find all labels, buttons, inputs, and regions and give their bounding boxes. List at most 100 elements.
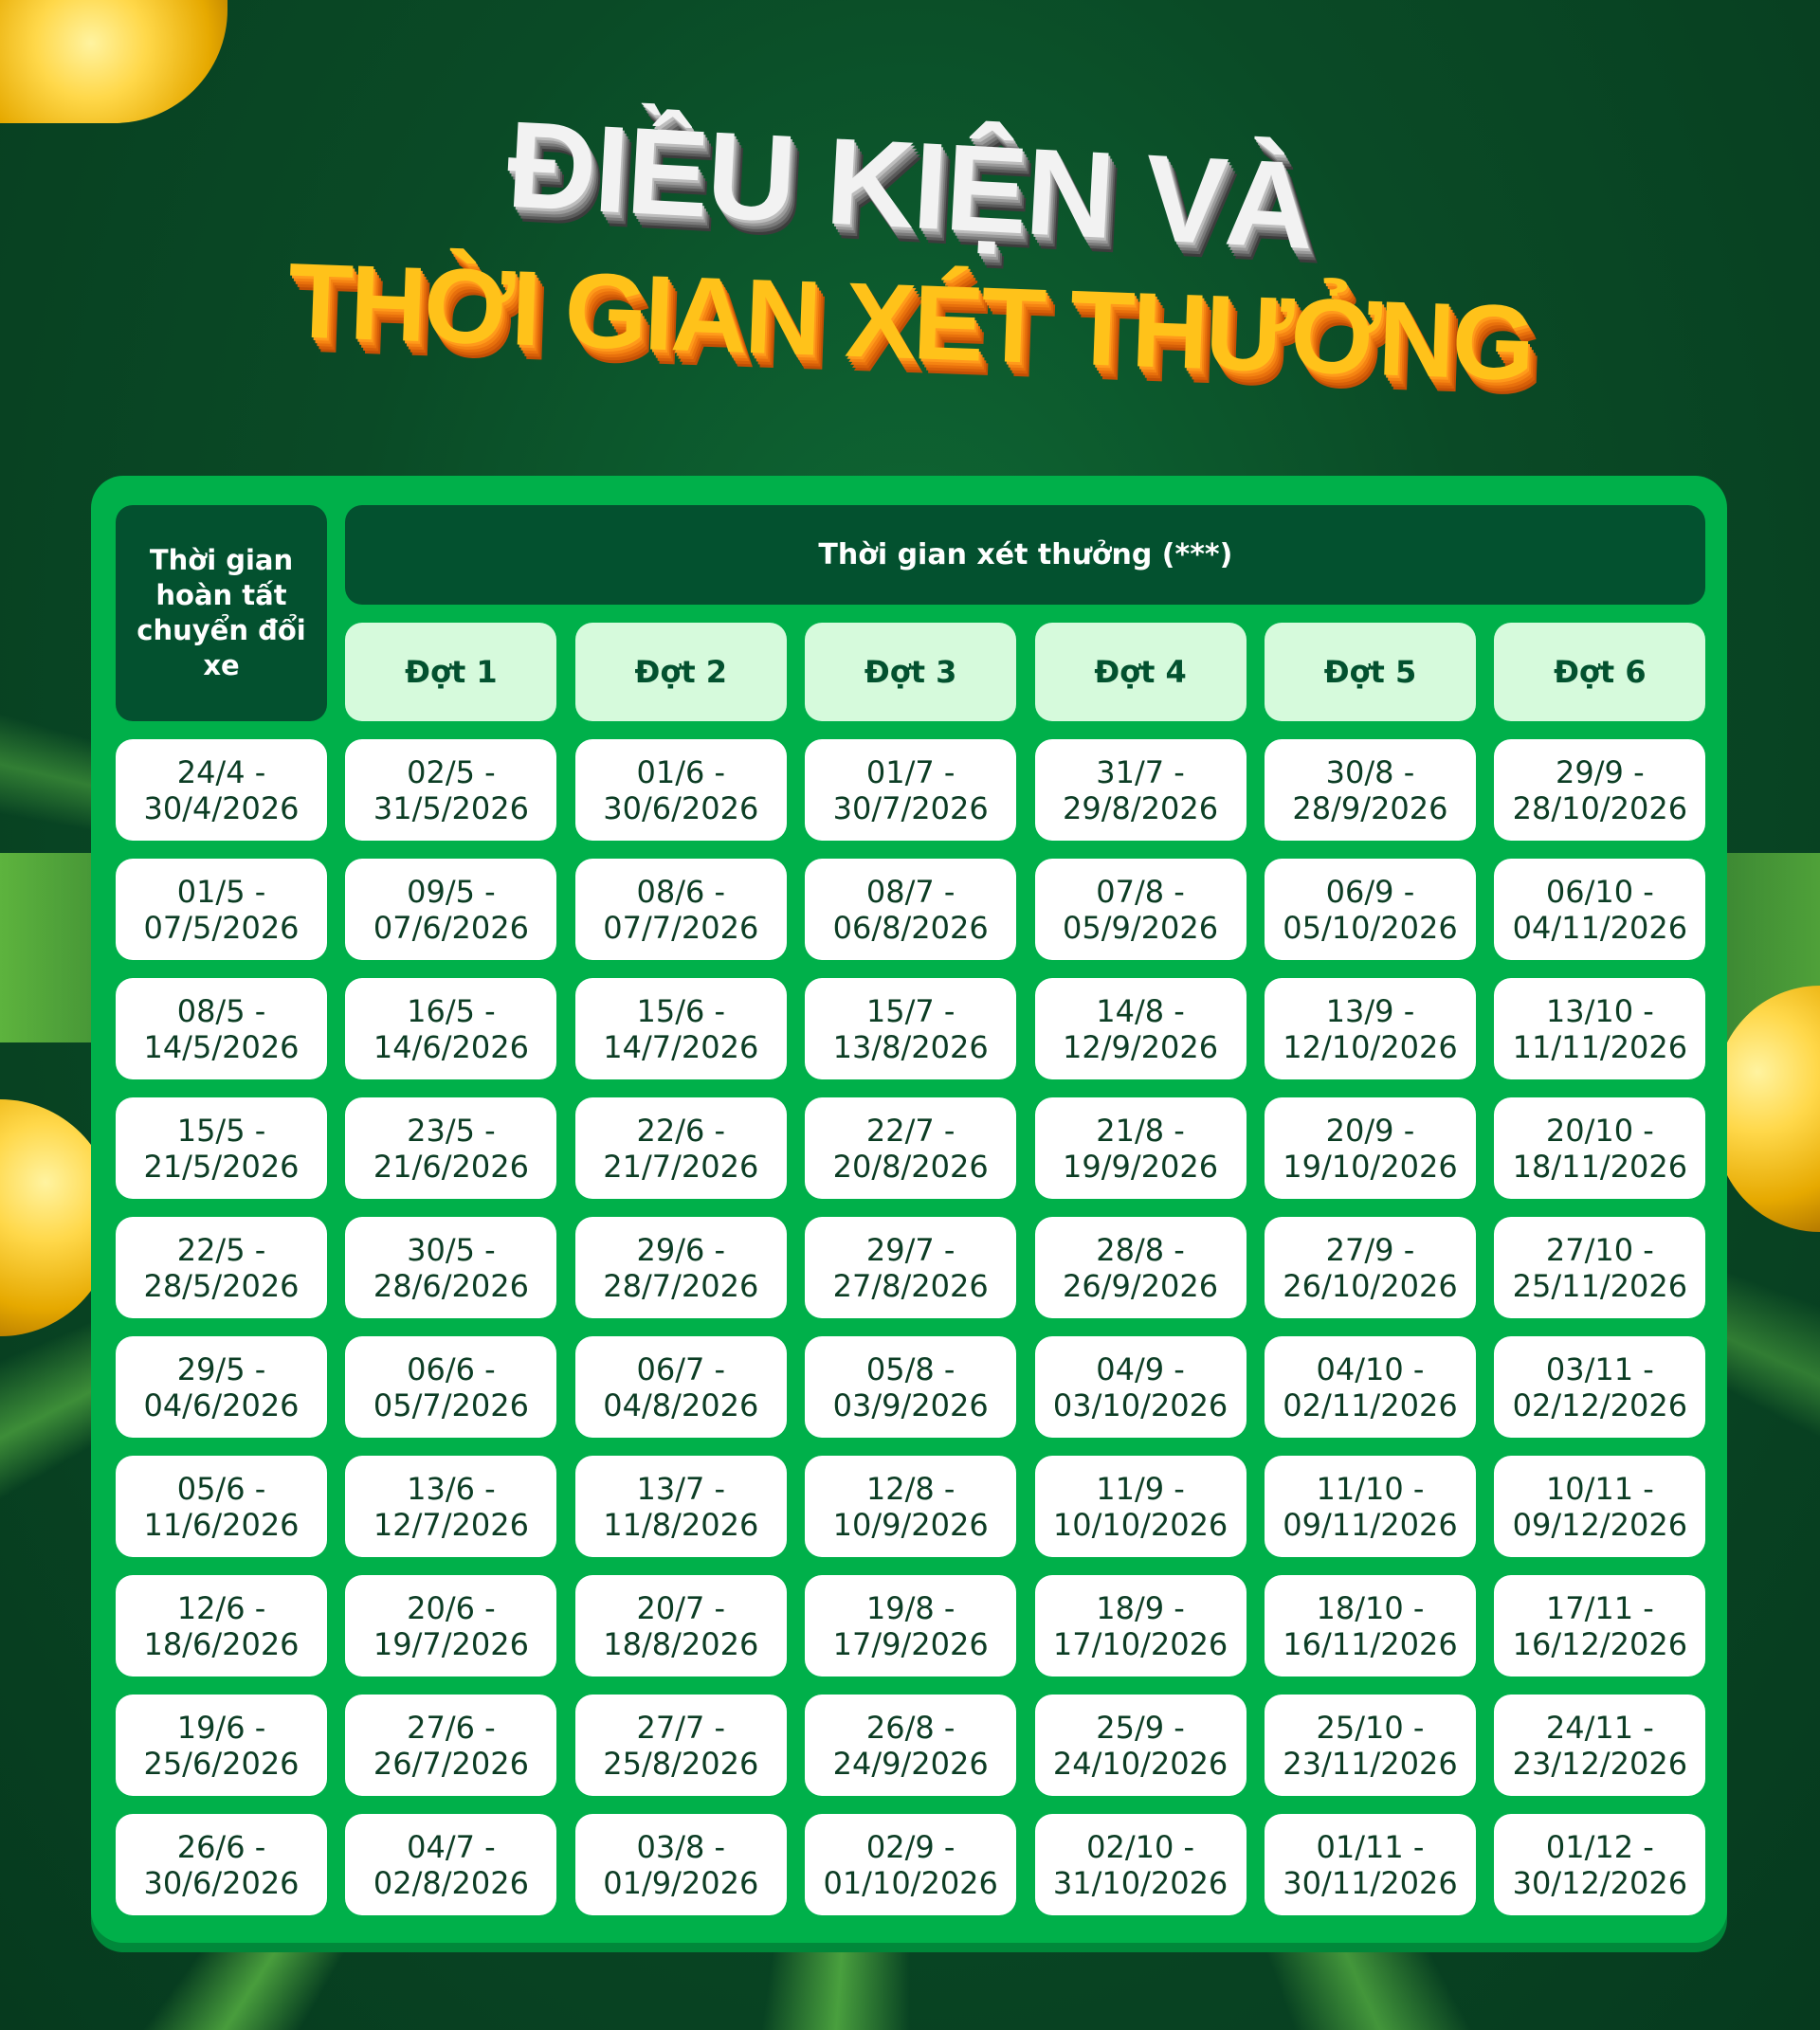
date-start: 19/6 - xyxy=(176,1709,266,1746)
date-end: 28/10/2026 xyxy=(1512,789,1688,826)
date-end: 19/9/2026 xyxy=(1063,1148,1219,1185)
review-period-cell: 11/9 -|10/10/2026 xyxy=(1034,1456,1247,1557)
date-end: 21/7/2026 xyxy=(603,1148,759,1185)
review-period-cell: 03/11 -|02/12/2026 xyxy=(1494,1336,1706,1438)
date-start: 02/9 - xyxy=(865,1828,956,1865)
date-start: 24/4 - xyxy=(176,753,266,790)
review-period-cell: 18/9 -|17/10/2026 xyxy=(1034,1575,1247,1677)
date-start: 22/6 - xyxy=(636,1112,726,1149)
date-start: 17/11 - xyxy=(1545,1589,1654,1626)
date-start: 05/8 - xyxy=(865,1350,956,1387)
date-start: 06/6 - xyxy=(407,1350,496,1387)
date-end: 12/10/2026 xyxy=(1283,1028,1458,1065)
review-period-cell: 06/7 -|04/8/2026 xyxy=(574,1336,787,1438)
date-start: 29/9 - xyxy=(1556,753,1645,790)
review-period-cell: 29/7 -|27/8/2026 xyxy=(805,1217,1017,1318)
date-end: 14/5/2026 xyxy=(143,1028,300,1065)
date-end: 06/8/2026 xyxy=(832,909,989,946)
date-end: 29/8/2026 xyxy=(1063,789,1219,826)
date-start: 30/8 - xyxy=(1325,753,1415,790)
date-end: 10/10/2026 xyxy=(1052,1506,1228,1543)
review-period-cell: 06/9 -|05/10/2026 xyxy=(1264,859,1476,960)
date-start: 11/9 - xyxy=(1096,1470,1185,1507)
date-end: 10/9/2026 xyxy=(832,1506,989,1543)
date-end: 19/7/2026 xyxy=(373,1625,529,1662)
review-period-cell: 01/6 -|30/6/2026 xyxy=(574,739,787,841)
review-period-cell: 13/10 -|11/11/2026 xyxy=(1494,978,1706,1079)
date-start: 27/7 - xyxy=(636,1709,726,1746)
completion-period-cell: 05/6 -|11/6/2026 xyxy=(116,1456,327,1557)
review-period-cell: 22/7 -|20/8/2026 xyxy=(805,1097,1017,1199)
date-end: 05/10/2026 xyxy=(1283,909,1458,946)
date-end: 30/4/2026 xyxy=(143,789,300,826)
review-period-cell: 26/8 -|24/9/2026 xyxy=(805,1695,1017,1796)
review-period-cell: 27/10 -|25/11/2026 xyxy=(1494,1217,1706,1318)
review-period-cell: 08/6 -|07/7/2026 xyxy=(574,859,787,960)
date-end: 02/8/2026 xyxy=(373,1864,529,1901)
date-end: 25/8/2026 xyxy=(603,1745,759,1782)
date-end: 24/10/2026 xyxy=(1052,1745,1228,1782)
date-end: 25/6/2026 xyxy=(143,1745,300,1782)
review-period-cell: 10/11 -|09/12/2026 xyxy=(1494,1456,1706,1557)
review-period-cell: 30/8 -|28/9/2026 xyxy=(1264,739,1476,841)
review-period-cell: 06/10 -|04/11/2026 xyxy=(1494,859,1706,960)
review-period-cell: 29/9 -|28/10/2026 xyxy=(1494,739,1706,841)
date-start: 20/9 - xyxy=(1325,1112,1415,1149)
completion-period-cell: 08/5 -|14/5/2026 xyxy=(116,978,327,1079)
date-end: 17/9/2026 xyxy=(832,1625,989,1662)
date-end: 02/12/2026 xyxy=(1512,1387,1688,1423)
date-start: 04/9 - xyxy=(1096,1350,1185,1387)
review-period-cell: 01/11 -|30/11/2026 xyxy=(1264,1814,1476,1915)
review-period-cell: 02/10 -|31/10/2026 xyxy=(1034,1814,1247,1915)
review-period-cell: 04/7 -|02/8/2026 xyxy=(345,1814,557,1915)
date-end: 18/11/2026 xyxy=(1512,1148,1688,1185)
period-header-5: Đợt 5 xyxy=(1264,623,1476,721)
date-start: 31/7 - xyxy=(1096,753,1185,790)
review-period-cell: 14/8 -|12/9/2026 xyxy=(1034,978,1247,1079)
date-end: 28/9/2026 xyxy=(1292,789,1448,826)
date-end: 19/10/2026 xyxy=(1283,1148,1458,1185)
review-period-cell: 18/10 -|16/11/2026 xyxy=(1264,1575,1476,1677)
review-period-cell: 23/5 -|21/6/2026 xyxy=(345,1097,557,1199)
date-start: 01/6 - xyxy=(636,753,726,790)
completion-period-cell: 12/6 -|18/6/2026 xyxy=(116,1575,327,1677)
date-start: 30/5 - xyxy=(407,1231,496,1268)
review-period-cell: 07/8 -|05/9/2026 xyxy=(1034,859,1247,960)
review-period-cell: 06/6 -|05/7/2026 xyxy=(345,1336,557,1438)
review-period-cell: 13/6 -|12/7/2026 xyxy=(345,1456,557,1557)
date-start: 10/11 - xyxy=(1545,1470,1654,1507)
date-start: 06/9 - xyxy=(1325,873,1415,910)
review-period-cell: 12/8 -|10/9/2026 xyxy=(805,1456,1017,1557)
review-period-cell: 27/9 -|26/10/2026 xyxy=(1264,1217,1476,1318)
date-start: 02/10 - xyxy=(1086,1828,1195,1865)
date-end: 31/5/2026 xyxy=(373,789,529,826)
date-end: 05/7/2026 xyxy=(373,1387,529,1423)
date-start: 18/10 - xyxy=(1316,1589,1425,1626)
date-end: 13/8/2026 xyxy=(832,1028,989,1065)
date-end: 21/5/2026 xyxy=(143,1148,300,1185)
date-start: 08/7 - xyxy=(865,873,956,910)
date-end: 04/11/2026 xyxy=(1512,909,1688,946)
date-start: 25/10 - xyxy=(1316,1709,1425,1746)
review-period-cell: 24/11 -|23/12/2026 xyxy=(1494,1695,1706,1796)
corner-header: Thời gian hoàn tất chuyển đổi xe xyxy=(116,505,327,721)
date-end: 11/11/2026 xyxy=(1512,1028,1688,1065)
date-start: 01/5 - xyxy=(176,873,266,910)
date-start: 03/8 - xyxy=(636,1828,726,1865)
date-start: 06/7 - xyxy=(636,1350,726,1387)
date-start: 11/10 - xyxy=(1316,1470,1425,1507)
review-period-cell: 20/10 -|18/11/2026 xyxy=(1494,1097,1706,1199)
review-period-cell: 30/5 -|28/6/2026 xyxy=(345,1217,557,1318)
review-period-cell: 08/7 -|06/8/2026 xyxy=(805,859,1017,960)
date-start: 27/10 - xyxy=(1545,1231,1654,1268)
review-period-cell: 21/8 -|19/9/2026 xyxy=(1034,1097,1247,1199)
date-end: 31/10/2026 xyxy=(1052,1864,1228,1901)
main-header: Thời gian xét thưởng (***) xyxy=(345,505,1706,605)
date-end: 26/7/2026 xyxy=(373,1745,529,1782)
date-end: 12/7/2026 xyxy=(373,1506,529,1543)
date-end: 23/12/2026 xyxy=(1512,1745,1688,1782)
date-start: 26/6 - xyxy=(176,1828,266,1865)
review-period-cell: 22/6 -|21/7/2026 xyxy=(574,1097,787,1199)
date-end: 11/8/2026 xyxy=(603,1506,759,1543)
review-period-cell: 03/8 -|01/9/2026 xyxy=(574,1814,787,1915)
